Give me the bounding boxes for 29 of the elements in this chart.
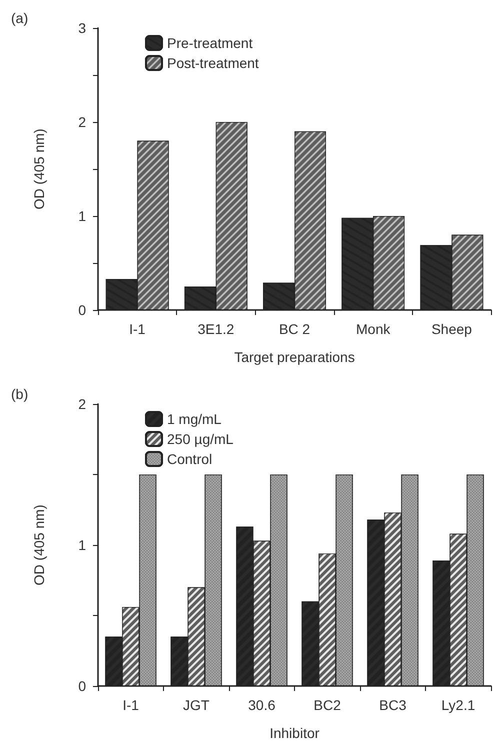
x-tick-label: Sheep <box>431 321 472 337</box>
x-tick-label: 3E1.2 <box>198 321 234 337</box>
y-axis-title: OD (405 nm) <box>31 128 47 210</box>
y-tick-label: 0 <box>78 678 86 694</box>
legend-label: Pre-treatment <box>167 35 253 51</box>
legend-label: Control <box>167 451 212 467</box>
x-tick-label: JGT <box>183 697 210 713</box>
x-tick-label: BC2 <box>314 697 342 713</box>
legend-label: Post-treatment <box>167 55 259 71</box>
x-tick-label: 30.6 <box>248 697 276 713</box>
chart-title: (b) <box>11 386 28 402</box>
x-tick-label: I-1 <box>122 697 140 713</box>
chart-title: (a) <box>11 10 28 26</box>
y-tick-label: 2 <box>78 396 86 412</box>
y-tick-label: 3 <box>78 20 86 36</box>
y-axis-title: OD (405 nm) <box>31 504 47 586</box>
legend-label: 250 µg/mL <box>167 431 234 447</box>
x-axis-title: Target preparations <box>234 349 355 365</box>
x-axis-title: Inhibitor <box>270 725 320 741</box>
x-tick-label: BC 2 <box>278 321 310 337</box>
y-tick-label: 1 <box>78 208 86 224</box>
legend-label: 1 mg/mL <box>167 411 222 427</box>
x-tick-label: BC3 <box>379 697 407 713</box>
y-tick-label: 1 <box>78 537 86 553</box>
y-tick-label: 0 <box>78 302 86 318</box>
x-tick-label: Monk <box>356 321 392 337</box>
x-tick-label: Ly2.1 <box>441 697 476 713</box>
y-tick-label: 2 <box>78 114 86 130</box>
x-tick-label: I-1 <box>129 321 146 337</box>
